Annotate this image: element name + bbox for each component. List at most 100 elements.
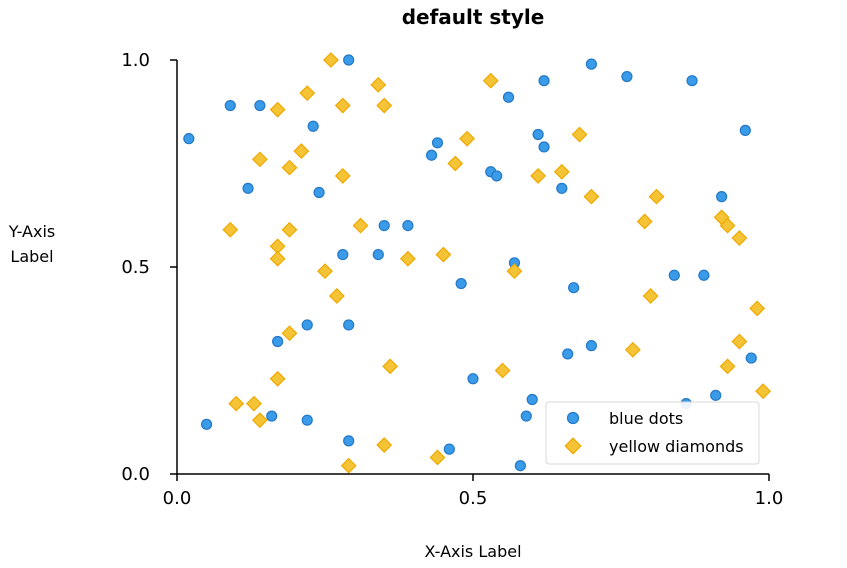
data-point-yellow-diamond: [334, 168, 351, 184]
legend-marker-yellow-diamonds: [564, 437, 582, 455]
data-point-yellow-diamond: [323, 52, 339, 68]
legend-marker-blue-dots: [566, 411, 580, 425]
data-point-yellow-diamond: [370, 76, 387, 93]
y-axis-label-line-2: Label: [10, 247, 53, 266]
data-point-yellow-diamond: [269, 370, 286, 387]
data-point-yellow-diamond: [731, 230, 748, 246]
chart-title: default style: [402, 5, 545, 29]
data-point-yellow-diamond: [317, 263, 333, 280]
data-point-yellow-diamond: [293, 143, 310, 159]
data-point-yellow-diamond: [269, 101, 286, 118]
data-point-yellow-diamond: [281, 221, 298, 238]
data-point-yellow-diamond: [251, 412, 268, 429]
data-point-yellow-diamond: [399, 250, 416, 267]
data-point-yellow-diamond: [636, 213, 653, 230]
data-point-blue-dot: [443, 443, 455, 455]
data-point-blue-dot: [425, 149, 438, 161]
data-point-blue-dot: [491, 170, 503, 182]
data-point-blue-dot: [431, 137, 444, 149]
data-point-yellow-diamond: [429, 449, 446, 466]
data-point-blue-dot: [585, 340, 598, 352]
data-point-blue-dot: [532, 128, 544, 141]
data-point-blue-dot: [201, 418, 213, 430]
data-point-yellow-diamond: [447, 155, 464, 172]
data-point-yellow-diamond: [494, 362, 511, 379]
data-point-blue-dot: [686, 75, 698, 87]
data-point-blue-dot: [301, 319, 313, 331]
data-point-blue-dot: [254, 99, 266, 112]
data-point-blue-dot: [337, 248, 349, 261]
data-point-blue-dot: [585, 58, 598, 70]
data-point-yellow-diamond: [228, 395, 245, 412]
data-point-yellow-diamond: [376, 437, 393, 453]
data-point-yellow-diamond: [459, 130, 475, 147]
y-tick-label: 0.0: [121, 464, 150, 485]
data-point-yellow-diamond: [376, 97, 393, 114]
data-point-yellow-diamond: [299, 85, 316, 102]
data-point-blue-dot: [716, 191, 728, 203]
legend: blue dots yellow diamonds: [545, 401, 760, 465]
data-point-yellow-diamond: [624, 341, 641, 358]
data-point-yellow-diamond: [719, 217, 736, 234]
data-point-yellow-diamond: [749, 300, 766, 317]
plot-area: [183, 52, 771, 474]
x-tick-label: 1.0: [755, 488, 784, 509]
data-point-blue-dot: [372, 248, 384, 261]
x-tick-label: 0.0: [163, 488, 192, 509]
data-point-yellow-diamond: [583, 188, 600, 205]
data-point-blue-dot: [402, 220, 414, 232]
data-point-blue-dot: [467, 373, 479, 385]
ticks: 0.0 0.5 1.0 0.0 0.5 1.0: [121, 50, 783, 509]
data-point-yellow-diamond: [482, 72, 499, 89]
y-tick-label: 1.0: [121, 50, 150, 71]
data-point-yellow-diamond: [334, 97, 351, 114]
data-point-blue-dot: [668, 269, 680, 281]
legend-label-yellow-diamonds: yellow diamonds: [609, 437, 744, 456]
data-point-blue-dot: [307, 120, 319, 132]
data-point-blue-dot: [343, 54, 355, 66]
data-point-blue-dot: [343, 435, 355, 447]
data-point-yellow-diamond: [648, 188, 665, 205]
data-point-blue-dot: [378, 220, 390, 232]
y-tick-label: 0.5: [121, 257, 150, 278]
data-point-blue-dot: [272, 335, 284, 348]
data-point-yellow-diamond: [382, 358, 399, 375]
data-point-blue-dot: [183, 133, 195, 145]
data-point-blue-dot: [538, 75, 550, 87]
data-point-blue-dot: [242, 182, 254, 194]
data-point-yellow-diamond: [571, 126, 588, 143]
legend-label-blue-dots: blue dots: [609, 409, 683, 428]
data-point-yellow-diamond: [530, 168, 547, 184]
data-point-blue-dot: [520, 410, 532, 422]
data-point-yellow-diamond: [340, 457, 357, 474]
data-point-yellow-diamond: [731, 333, 748, 350]
data-point-blue-dot: [568, 282, 580, 294]
data-point-yellow-diamond: [719, 358, 736, 375]
data-point-yellow-diamond: [281, 325, 298, 342]
x-axis-label: X-Axis Label: [424, 542, 521, 561]
data-point-blue-dot: [514, 460, 526, 472]
data-point-yellow-diamond: [246, 395, 262, 412]
data-point-yellow-diamond: [269, 250, 286, 267]
data-point-yellow-diamond: [755, 383, 771, 400]
data-point-yellow-diamond: [435, 246, 452, 263]
data-point-blue-dot: [538, 141, 550, 153]
data-point-blue-dot: [562, 348, 574, 360]
data-point-blue-dot: [745, 352, 757, 364]
data-point-blue-dot: [710, 389, 722, 401]
data-point-yellow-diamond: [553, 163, 570, 180]
data-point-blue-dot: [224, 99, 236, 112]
data-point-blue-dot: [739, 124, 751, 136]
data-point-blue-dot: [313, 186, 325, 199]
data-point-blue-dot: [698, 269, 710, 281]
data-point-yellow-diamond: [352, 217, 369, 234]
data-point-yellow-diamond: [251, 151, 268, 168]
data-point-blue-dot: [455, 277, 467, 290]
data-point-blue-dot: [621, 70, 633, 83]
data-point-yellow-diamond: [281, 159, 298, 176]
y-axis-label-line-1: Y-Axis: [8, 222, 56, 241]
data-point-yellow-diamond: [506, 263, 523, 280]
series-blue-dots: [183, 54, 757, 472]
data-point-blue-dot: [343, 319, 355, 331]
